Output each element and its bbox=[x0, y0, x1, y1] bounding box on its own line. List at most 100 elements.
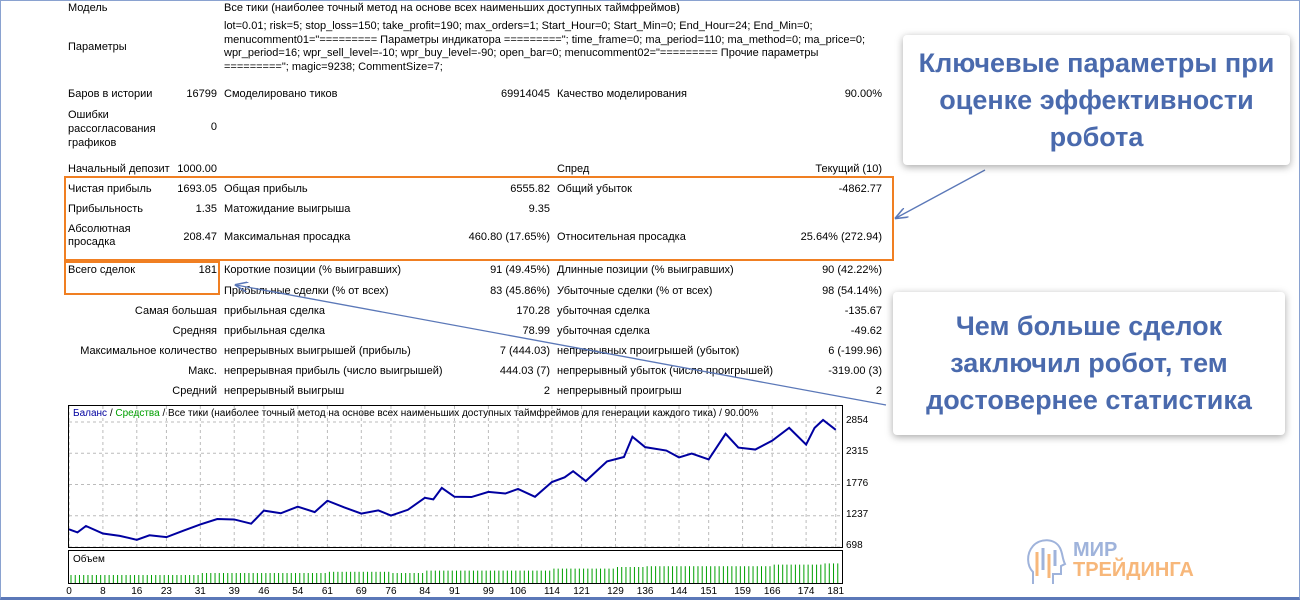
gross-profit-label: Общая прибыль bbox=[224, 183, 308, 195]
stat-b-label: непрерывный проигрыш bbox=[557, 385, 682, 397]
stat-b-label: непрерывных проигрышей (убыток) bbox=[557, 345, 740, 357]
x-tick-label: 129 bbox=[607, 586, 624, 597]
x-tick-label: 121 bbox=[573, 586, 590, 597]
x-tick-label: 166 bbox=[763, 586, 781, 597]
stat-row-label: Средняя bbox=[172, 325, 217, 337]
stat-a-label: прибыльная сделка bbox=[224, 325, 326, 337]
net-profit-value: 1693.05 bbox=[177, 183, 217, 195]
stat-b-value: -49.62 bbox=[850, 325, 882, 337]
x-tick-label: 114 bbox=[543, 586, 560, 597]
params-value: lot=0.01; risk=5; stop_loss=150; take_pr… bbox=[224, 20, 866, 73]
stat-a-value: 7 (444.03) bbox=[499, 345, 550, 357]
deposit-value: 1000.00 bbox=[177, 163, 217, 175]
quality-label: Качество моделирования bbox=[557, 88, 687, 100]
spread-label: Спред bbox=[557, 163, 590, 175]
stat-a-value: 2 bbox=[543, 385, 550, 397]
stat-b-label: убыточная сделка bbox=[557, 305, 650, 317]
chart-legend: Баланс / Средства / Все тики (наиболее т… bbox=[73, 408, 833, 420]
long-label: Длинные позиции (% выигравших) bbox=[557, 264, 734, 276]
stat-a-value: 444.03 (7) bbox=[499, 365, 550, 377]
volume-chart: Объем bbox=[68, 550, 843, 584]
total-trades-label: Всего сделок bbox=[68, 264, 136, 276]
profit-trades-label: Прибыльные сделки (% от всех) bbox=[224, 285, 389, 297]
profit-factor-label: Прибыльность bbox=[68, 203, 143, 215]
x-tick-label: 54 bbox=[292, 586, 304, 597]
stat-a-value: 170.28 bbox=[516, 305, 550, 317]
payoff-label: Матожидание выигрыша bbox=[224, 203, 351, 215]
x-tick-label: 99 bbox=[482, 586, 494, 597]
quality-value: 90.00% bbox=[844, 88, 882, 100]
profit-factor-value: 1.35 bbox=[195, 203, 217, 215]
x-tick-label: 151 bbox=[700, 586, 718, 597]
stat-row-label: Самая большая bbox=[134, 305, 217, 317]
x-tick-label: 69 bbox=[355, 586, 367, 597]
total-trades-value: 181 bbox=[198, 264, 217, 276]
arrow-to-total-trades bbox=[236, 285, 887, 406]
short-value: 91 (49.45%) bbox=[490, 264, 550, 276]
stat-row-label: Максимальное количество bbox=[80, 345, 217, 357]
x-tick-label: 159 bbox=[734, 586, 751, 597]
ticks-label: Смоделировано тиков bbox=[224, 88, 338, 100]
long-value: 90 (42.22%) bbox=[822, 264, 882, 276]
legend-balance: Баланс bbox=[73, 408, 108, 419]
key-metrics-highlight bbox=[64, 176, 894, 261]
legend-separator: / bbox=[107, 408, 116, 419]
abs-drawdown-label: Абсолютная просадка bbox=[68, 223, 131, 248]
stat-b-value: -319.00 (3) bbox=[828, 365, 882, 377]
payoff-value: 9.35 bbox=[528, 203, 550, 215]
y-tick-label: 698 bbox=[846, 540, 863, 551]
stat-a-label: непрерывная прибыль (число выигрышей) bbox=[224, 365, 443, 377]
stat-row-label: Средний bbox=[172, 385, 217, 397]
stat-a-label: непрерывный выигрыш bbox=[224, 385, 345, 397]
stat-a-label: прибыльная сделка bbox=[224, 305, 326, 317]
x-tick-label: 144 bbox=[670, 586, 688, 597]
legend-equity: Средства bbox=[115, 408, 160, 419]
model-value: Все тики (наиболее точный метод на основ… bbox=[224, 2, 680, 14]
x-tick-label: 46 bbox=[258, 586, 270, 597]
legend-description: / Все тики (наиболее точный метод на осн… bbox=[159, 408, 759, 419]
balance-line bbox=[69, 418, 837, 541]
abs-drawdown-value: 208.47 bbox=[183, 231, 217, 243]
stat-b-value: -135.67 bbox=[844, 305, 882, 317]
x-tick-label: 91 bbox=[448, 586, 461, 597]
x-tick-label: 16 bbox=[131, 586, 143, 597]
x-tick-label: 8 bbox=[100, 586, 106, 597]
deposit-label: Начальный депозит bbox=[68, 163, 170, 175]
x-tick-label: 174 bbox=[797, 586, 815, 597]
stat-b-value: 6 (-199.96) bbox=[828, 345, 882, 357]
errors-value: 0 bbox=[210, 121, 217, 133]
logo-line2: ТРЕЙДИНГА bbox=[1073, 559, 1194, 581]
params-label: Параметры bbox=[68, 41, 127, 53]
x-tick-label: 39 bbox=[228, 586, 240, 597]
y-tick-label: 2315 bbox=[846, 446, 869, 458]
callout-key-parameters: Ключевые параметры при оценке эффективно… bbox=[903, 35, 1290, 165]
errors-label: Ошибки рассогласования графиков bbox=[68, 109, 156, 149]
total-trades-highlight bbox=[64, 261, 220, 295]
spread-value: Текущий (10) bbox=[815, 163, 882, 175]
y-tick-label: 1237 bbox=[846, 508, 869, 520]
model-label: Модель bbox=[68, 2, 108, 14]
gross-profit-value: 6555.82 bbox=[510, 183, 550, 195]
loss-trades-value: 98 (54.14%) bbox=[822, 285, 882, 297]
stat-b-value: 2 bbox=[875, 385, 882, 397]
y-tick-label: 2854 bbox=[846, 415, 869, 426]
stat-b-label: убыточная сделка bbox=[557, 325, 650, 337]
balance-chart: Баланс / Средства / Все тики (наиболее т… bbox=[68, 405, 843, 548]
stat-row-label: Макс. bbox=[188, 365, 217, 377]
head-chart-logo-icon bbox=[1027, 539, 1067, 584]
max-drawdown-value: 460.80 (17.65%) bbox=[468, 231, 550, 243]
arrow-to-key-metrics bbox=[896, 169, 986, 218]
x-tick-label: 76 bbox=[385, 586, 397, 597]
bars-label: Баров в истории bbox=[68, 88, 153, 100]
logo-line1: МИР bbox=[1073, 539, 1118, 561]
y-tick-label: 1776 bbox=[846, 477, 869, 489]
loss-trades-label: Убыточные сделки (% от всех) bbox=[557, 285, 713, 297]
x-tick-label: 61 bbox=[321, 586, 333, 597]
callout-trades-count: Чем больше сделок заключил робот, тем до… bbox=[893, 292, 1285, 435]
x-tick-label: 23 bbox=[160, 586, 172, 597]
x-tick-label: 136 bbox=[636, 586, 654, 597]
volume-label: Объем bbox=[73, 554, 105, 565]
x-tick-label: 181 bbox=[827, 586, 845, 597]
profit-trades-value: 83 (45.86%) bbox=[490, 285, 550, 297]
